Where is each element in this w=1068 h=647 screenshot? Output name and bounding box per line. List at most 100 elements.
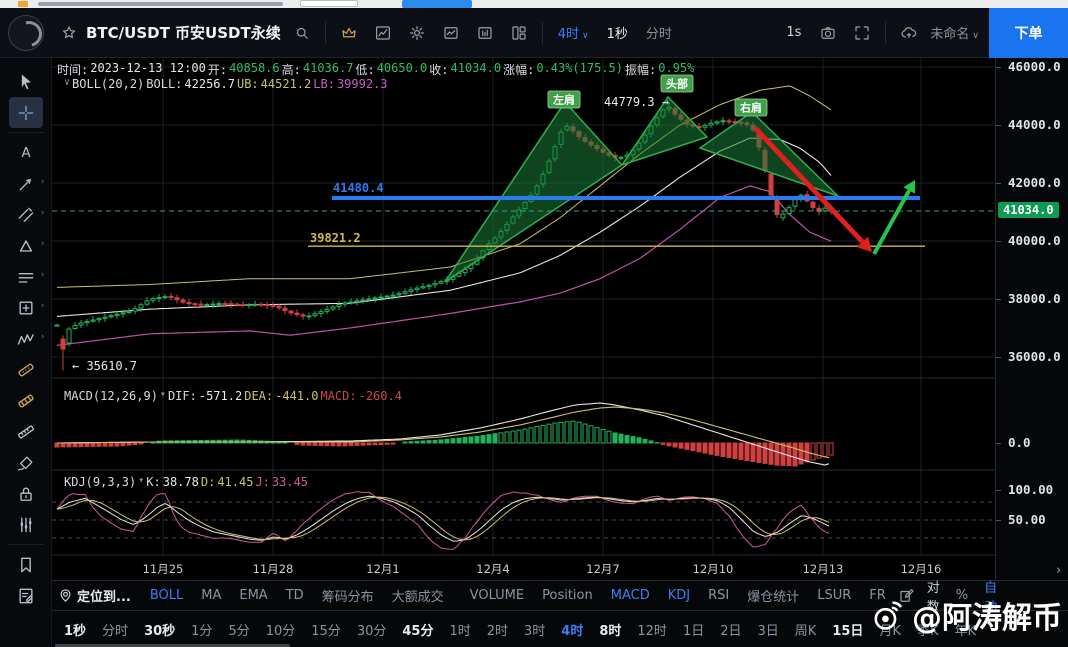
indicator-item-BOLL[interactable]: BOLL [149, 588, 184, 603]
notice-secondary-button[interactable] [300, 0, 358, 7]
indicator-item-MA[interactable]: MA [201, 588, 222, 603]
scroll-right-icon[interactable]: › [1056, 563, 1062, 578]
collapse-caret-icon[interactable]: ∨ [64, 77, 71, 88]
bookmark-tool-icon[interactable] [9, 549, 43, 580]
timeframe-item-1时[interactable]: 1时 [449, 623, 471, 639]
date-label: 11月25 [142, 562, 184, 576]
layout-name[interactable]: 未命名 ∨ [930, 27, 979, 42]
divider [324, 21, 326, 44]
candle-settings-tool-icon[interactable] [9, 509, 43, 540]
projection-down-arrow[interactable] [753, 126, 872, 252]
edit-indicators-icon[interactable] [895, 584, 919, 608]
indicator-item-KDJ[interactable]: KDJ [667, 588, 691, 603]
timeframe-item-8时[interactable]: 8时 [599, 623, 622, 639]
settings-gear-icon[interactable] [400, 16, 434, 50]
notice-primary-button[interactable] [402, 0, 472, 8]
pattern-drawing[interactable] [444, 95, 839, 283]
date-label: 12月16 [900, 562, 942, 576]
timeframe-item-年K[interactable]: 年K [954, 623, 976, 639]
timeframe-item-12时[interactable]: 12时 [637, 623, 667, 639]
boll-legend[interactable]: ∨ BOLL(20,2) BOLL: 42256.7 UB: 44521.2 LB:… [64, 77, 388, 91]
lock-tool-icon[interactable] [9, 478, 43, 509]
locate-button[interactable]: 定位到... [58, 586, 131, 605]
indicator-item-FR[interactable]: FR [869, 588, 886, 603]
period-dropdown[interactable]: 4时 ∨ [557, 27, 589, 42]
top-toolbar: BTC/USDT 币安USDT永续 4时 ∨ 1秒 分时 1s 未命名 ∨ 下单 [0, 7, 1068, 58]
date-label: 12月1 [366, 562, 400, 576]
timeframe-item-1分[interactable]: 1分 [191, 623, 213, 639]
indicator-item-筹码分布[interactable]: 筹码分布 [321, 590, 374, 605]
timeframe-item-周K[interactable]: 周K [794, 623, 817, 639]
timeframe-item-季K[interactable]: 季K [916, 623, 939, 639]
parallel-lines-tool-icon[interactable]: › [9, 261, 45, 292]
app-logo[interactable] [8, 14, 44, 51]
timeframe-item-3日[interactable]: 3日 [757, 623, 779, 639]
panel-bars-icon[interactable] [468, 16, 502, 50]
indicator-item-爆仓统计[interactable]: 爆仓统计 [747, 590, 800, 605]
timeframe-item-2日[interactable]: 2日 [720, 623, 742, 639]
quick-period-timeshare[interactable]: 分时 [645, 27, 672, 42]
main-chart[interactable]: 41480.4 39821.2 44779.3 → ← 35610.7 左肩 头部 右肩 时… [52, 58, 995, 580]
macd-legend[interactable]: MACD(12,26,9) ▾ DIF: -571.2 DEA: -441.0 MAC… [64, 389, 402, 403]
indicator-item-MACD[interactable]: MACD [610, 588, 650, 603]
trend-line-tool-icon[interactable]: › [9, 168, 45, 199]
watermark: @阿涛解币 [870, 593, 1062, 637]
kdj-legend[interactable]: KDJ(9,3,3) ▾ K: 38.78 D: 41.45 J: 33.45 [64, 475, 309, 489]
ruler-tool-icon[interactable] [9, 416, 43, 447]
panel-split-icon[interactable] [502, 16, 536, 50]
timeframe-item-2时[interactable]: 2时 [486, 623, 509, 639]
indicator-item-Position[interactable]: Position [542, 588, 593, 603]
timeframe-item-10分[interactable]: 10分 [265, 623, 296, 639]
timeframe-item-15日[interactable]: 15日 [832, 623, 864, 639]
timeframe-item-45分[interactable]: 45分 [402, 623, 434, 639]
timeframe-item-4时[interactable]: 4时 [561, 623, 584, 639]
brush-tool-icon[interactable] [9, 447, 43, 478]
quick-period-1s[interactable]: 1秒 [606, 27, 628, 42]
indicator-item-RSI[interactable]: RSI [708, 588, 730, 603]
symbol-title[interactable]: BTC/USDT 币安USDT永续 [86, 24, 281, 42]
timeframe-item-1日[interactable]: 1日 [682, 623, 705, 639]
dropdown-caret-icon[interactable]: ▾ [159, 389, 166, 400]
panel-line-icon[interactable] [434, 16, 468, 50]
search-icon[interactable] [285, 16, 319, 50]
elliott-wave-tool-icon[interactable]: › [9, 323, 45, 354]
boll-lower-band [56, 185, 832, 346]
timeframe-item-5分[interactable]: 5分 [228, 623, 250, 639]
crosshair-tool-icon[interactable] [8, 97, 43, 128]
timeframe-item-30秒[interactable]: 30秒 [144, 623, 176, 639]
indicator-item-TD[interactable]: TD [285, 588, 304, 603]
timeframe-item-15分[interactable]: 15分 [311, 623, 341, 639]
channel-tool-icon[interactable]: › [9, 199, 45, 230]
svg-text:头部: 头部 [666, 77, 688, 91]
timeframe-item-1秒[interactable]: 1秒 [64, 623, 87, 639]
indicator-item-大额成交[interactable]: 大额成交 [391, 590, 444, 605]
price-axis[interactable]: 46000.0 44000.0 42000.0 40000.0 38000.0 36000… [995, 58, 1068, 580]
indicator-item-VOLUME[interactable]: VOLUME [469, 588, 525, 603]
vip-crown-icon[interactable] [332, 16, 366, 50]
text-tool-icon[interactable]: A [9, 137, 43, 168]
indicators-icon[interactable] [366, 16, 400, 50]
dropdown-caret-icon[interactable]: ▾ [138, 475, 145, 486]
scale-item-%[interactable]: % [955, 588, 969, 603]
indicator-item-EMA[interactable]: EMA [239, 588, 268, 603]
fullscreen-icon[interactable] [845, 16, 879, 50]
timeframe-item-3时[interactable]: 3时 [524, 623, 546, 639]
timeframe-item-30分[interactable]: 30分 [356, 623, 387, 639]
fib-retracement-tool-icon[interactable] [9, 354, 43, 385]
fib-extension-tool-icon[interactable] [9, 385, 43, 416]
cursor-tool-icon[interactable] [9, 66, 43, 97]
notes-tool-icon[interactable] [9, 580, 43, 611]
boll-mid-band [56, 137, 832, 317]
measure-box-tool-icon[interactable]: › [9, 292, 45, 323]
screenshot-camera-icon[interactable] [811, 16, 845, 50]
indicator-item-LSUR[interactable]: LSUR [817, 588, 852, 603]
cloud-save-icon[interactable] [892, 16, 926, 50]
timeframe-item-分时[interactable]: 分时 [102, 623, 129, 639]
horizontal-scrollbar[interactable] [55, 644, 290, 647]
place-order-button[interactable]: 下单 [989, 7, 1068, 58]
projection-up-arrow[interactable] [872, 180, 915, 255]
favorite-star-icon[interactable] [52, 16, 86, 50]
shape-tool-icon[interactable]: › [9, 230, 45, 261]
